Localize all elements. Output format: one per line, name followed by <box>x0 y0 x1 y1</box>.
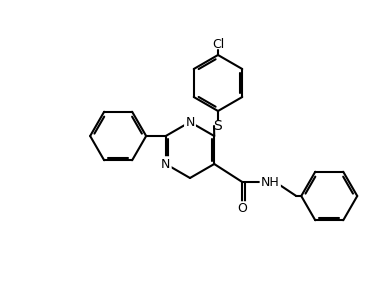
Text: NH: NH <box>261 176 280 189</box>
Text: Cl: Cl <box>212 38 224 52</box>
Text: N: N <box>185 116 195 128</box>
Text: O: O <box>237 203 247 215</box>
Text: S: S <box>214 119 222 133</box>
Text: N: N <box>161 158 170 170</box>
